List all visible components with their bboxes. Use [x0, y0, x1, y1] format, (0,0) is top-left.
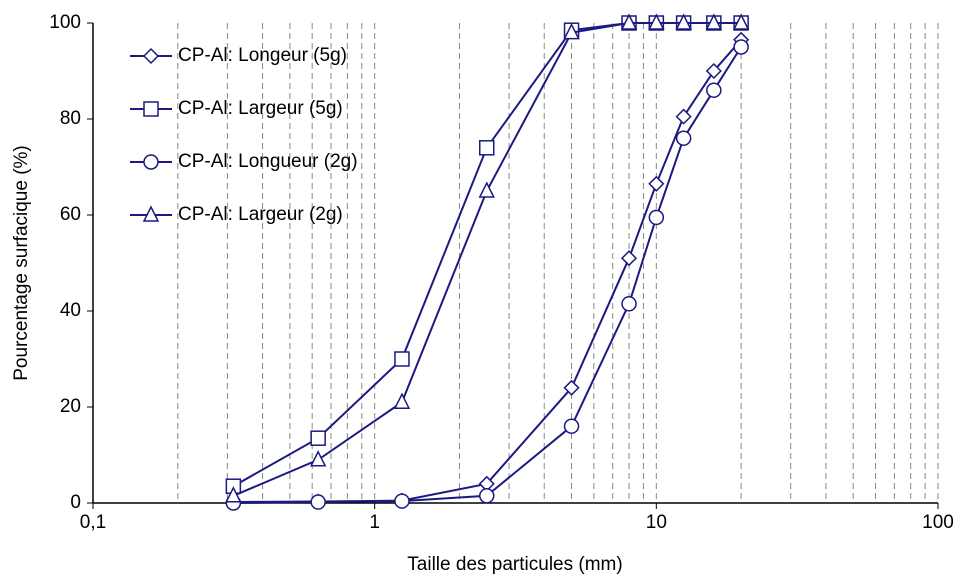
legend-marker [143, 154, 159, 170]
marker [675, 130, 692, 146]
marker [478, 181, 495, 198]
series-line [232, 22, 742, 488]
marker [310, 494, 326, 510]
marker [705, 62, 722, 80]
marker [675, 108, 692, 125]
series-line [232, 22, 742, 497]
legend-marker [143, 101, 159, 117]
marker [479, 488, 495, 504]
marker [648, 209, 665, 226]
marker [620, 13, 638, 30]
marker [394, 351, 410, 367]
marker [675, 13, 692, 30]
marker [563, 418, 580, 434]
marker [705, 13, 723, 30]
y-tick-label: 0 [70, 492, 81, 513]
marker [563, 22, 580, 40]
y-tick-label: 80 [60, 108, 81, 129]
marker [620, 250, 638, 267]
marker [706, 82, 722, 98]
marker [309, 450, 327, 467]
legend-label: CP-Al: Largeur (2g) [178, 204, 343, 225]
marker [733, 39, 749, 55]
series-line [233, 46, 742, 504]
x-tick-label: 10 [646, 512, 667, 533]
y-tick-label: 60 [60, 204, 81, 225]
y-tick-label: 40 [60, 300, 81, 321]
marker [621, 296, 637, 312]
marker [393, 392, 411, 409]
x-tick-label: 100 [922, 512, 954, 533]
marker [394, 493, 410, 509]
x-tick-label: 1 [369, 512, 380, 533]
y-tick-label: 20 [60, 396, 81, 417]
marker [648, 13, 665, 30]
x-axis-title: Taille des particules (mm) [407, 554, 622, 575]
y-axis-title: Pourcentage surfacique (%) [11, 145, 32, 381]
marker [732, 13, 750, 30]
legend-label: CP-Al: Longueur (2g) [178, 151, 358, 172]
marker [479, 140, 495, 156]
legend-marker [142, 47, 160, 65]
legend-label: CP-Al: Largeur (5g) [178, 98, 343, 119]
x-tick-label: 0,1 [80, 512, 106, 533]
marker [310, 430, 326, 446]
y-tick-label: 100 [49, 12, 81, 33]
marker [563, 379, 580, 396]
legend-marker [142, 205, 160, 222]
marker [225, 486, 242, 503]
legend-label: CP-Al: Longeur (5g) [178, 45, 347, 66]
marker [648, 175, 665, 192]
